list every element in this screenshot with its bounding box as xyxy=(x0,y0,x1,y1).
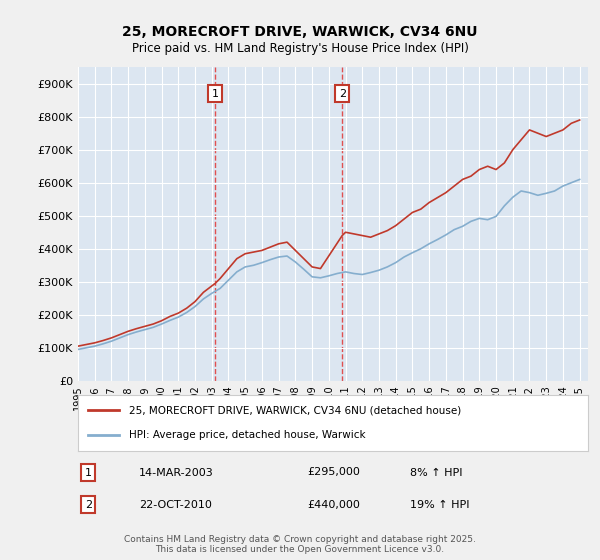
Text: 8% ↑ HPI: 8% ↑ HPI xyxy=(409,468,462,478)
Text: 19% ↑ HPI: 19% ↑ HPI xyxy=(409,500,469,510)
Text: 1: 1 xyxy=(85,468,92,478)
Bar xyxy=(214,67,216,381)
Text: Contains HM Land Registry data © Crown copyright and database right 2025.
This d: Contains HM Land Registry data © Crown c… xyxy=(124,535,476,554)
Text: 2: 2 xyxy=(85,500,92,510)
Text: 25, MORECROFT DRIVE, WARWICK, CV34 6NU: 25, MORECROFT DRIVE, WARWICK, CV34 6NU xyxy=(122,25,478,39)
Text: 2: 2 xyxy=(338,88,346,99)
Text: 22-OCT-2010: 22-OCT-2010 xyxy=(139,500,212,510)
Text: 14-MAR-2003: 14-MAR-2003 xyxy=(139,468,214,478)
Text: 1: 1 xyxy=(212,88,218,99)
Text: £295,000: £295,000 xyxy=(308,468,361,478)
Text: 25, MORECROFT DRIVE, WARWICK, CV34 6NU (detached house): 25, MORECROFT DRIVE, WARWICK, CV34 6NU (… xyxy=(129,405,461,416)
Text: HPI: Average price, detached house, Warwick: HPI: Average price, detached house, Warw… xyxy=(129,430,365,440)
Text: £440,000: £440,000 xyxy=(308,500,361,510)
Text: Price paid vs. HM Land Registry's House Price Index (HPI): Price paid vs. HM Land Registry's House … xyxy=(131,42,469,55)
